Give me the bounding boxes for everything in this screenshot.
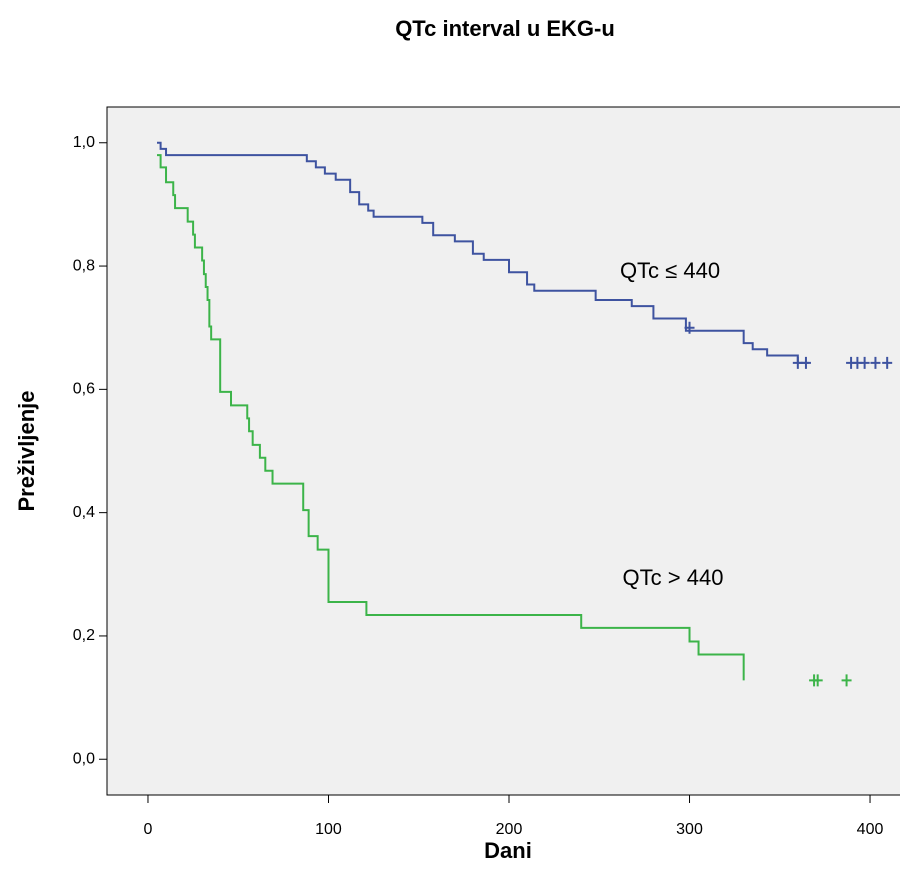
y-tick-label: 0,8 — [73, 257, 95, 274]
censor-mark — [882, 356, 893, 369]
censor-mark — [812, 674, 823, 687]
censor-mark — [841, 674, 852, 687]
series-label: QTc > 440 — [623, 565, 724, 590]
survival-curve — [157, 141, 809, 364]
x-tick-label: 400 — [857, 821, 884, 838]
x-tick-label: 200 — [496, 821, 523, 838]
x-tick-label: 100 — [315, 821, 342, 838]
censor-mark — [859, 356, 870, 369]
y-tick-label: 0,0 — [73, 750, 95, 767]
y-tick-label: 0,4 — [73, 504, 95, 521]
plot-area — [106, 106, 900, 796]
censor-mark — [870, 356, 881, 369]
y-tick-label: 1,0 — [73, 134, 95, 151]
y-tick-label: 0,6 — [73, 381, 95, 398]
x-axis-label: Dani — [484, 838, 532, 863]
chart-title: QTc interval u EKG-u — [395, 16, 615, 41]
x-tick-label: 0 — [144, 821, 153, 838]
y-axis-label: Preživljenje — [14, 390, 39, 511]
censor-mark — [800, 356, 811, 369]
x-tick-label: 300 — [676, 821, 703, 838]
y-tick-label: 0,2 — [73, 627, 95, 644]
survival-curve — [157, 154, 745, 681]
series-label: QTc ≤ 440 — [620, 258, 720, 283]
censor-mark — [684, 321, 695, 334]
